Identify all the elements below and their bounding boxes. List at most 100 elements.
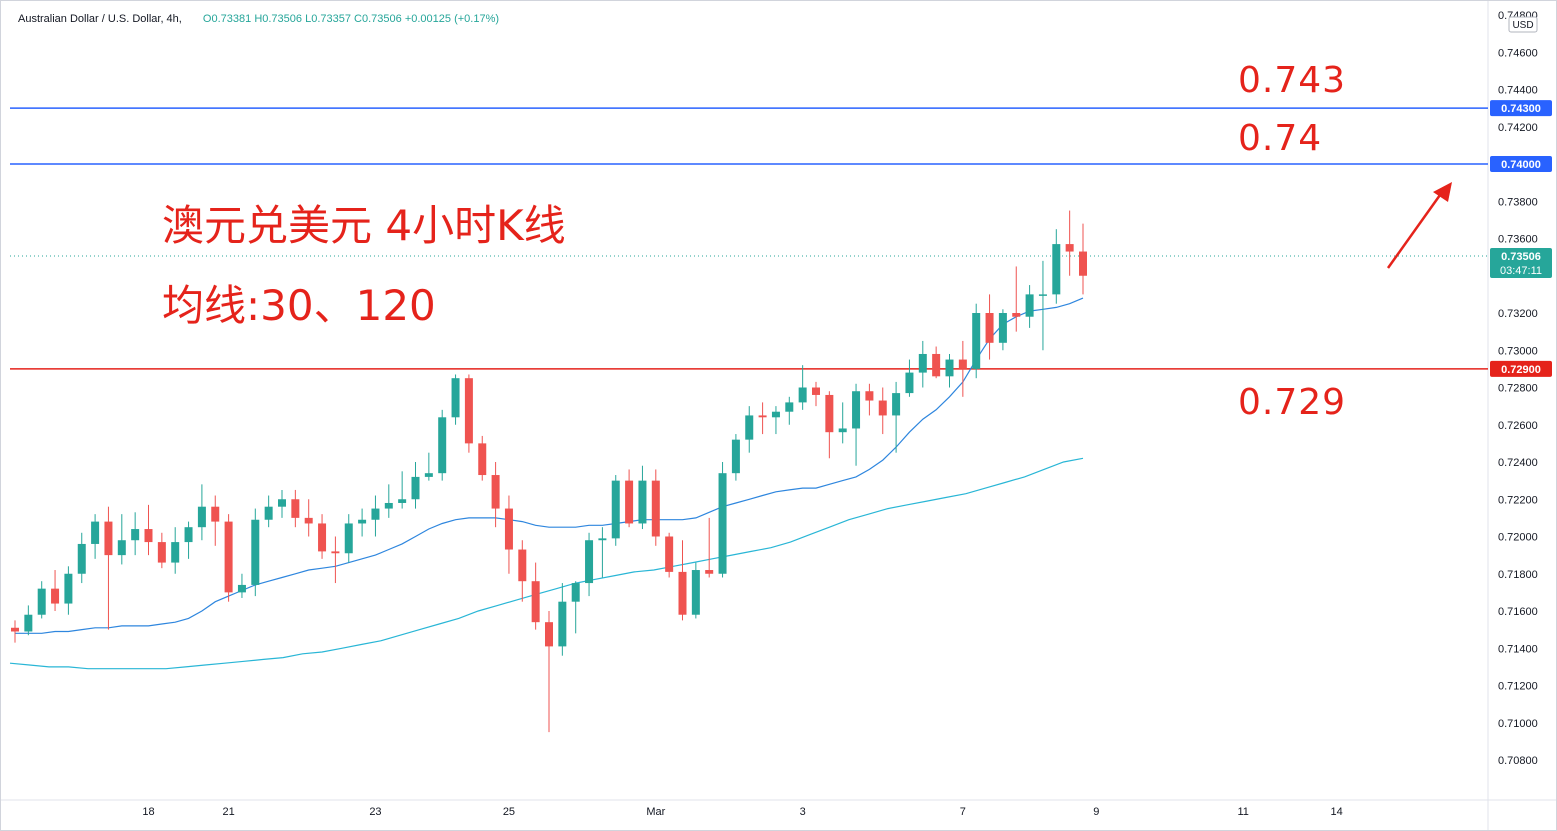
candle-body xyxy=(144,529,153,543)
candle xyxy=(117,514,126,565)
candle xyxy=(745,406,754,453)
candle xyxy=(424,452,433,481)
candle xyxy=(545,611,553,733)
time-tick-label: Mar xyxy=(646,806,665,818)
candle xyxy=(771,406,780,435)
price-tick-label: 0.73000 xyxy=(1498,345,1538,357)
candle xyxy=(1065,210,1074,276)
candle xyxy=(625,469,634,528)
candle xyxy=(77,532,86,584)
candle-body xyxy=(24,614,33,632)
candle xyxy=(504,495,513,574)
price-tick-label: 0.73600 xyxy=(1498,234,1538,246)
candle xyxy=(197,484,206,541)
candle-body xyxy=(384,502,393,509)
candle-body xyxy=(104,521,113,556)
candle xyxy=(665,532,674,578)
candle xyxy=(318,514,327,559)
candle-body xyxy=(812,387,820,395)
candle xyxy=(144,504,153,556)
price-tick-label: 0.74400 xyxy=(1498,85,1538,97)
candle xyxy=(411,462,420,509)
chart-legend: Australian Dollar / U.S. Dollar, 4h, O0.… xyxy=(18,13,499,25)
price-tick-label: 0.72400 xyxy=(1498,457,1538,469)
candle xyxy=(464,374,473,453)
candle xyxy=(1025,285,1034,328)
candle xyxy=(611,475,620,546)
candle-body xyxy=(651,480,660,537)
currency-box xyxy=(1508,16,1538,33)
time-tick-label: 7 xyxy=(960,806,966,818)
candle-body xyxy=(478,443,487,476)
candle-body xyxy=(1065,244,1074,252)
candle xyxy=(731,434,740,481)
time-tick-label: 21 xyxy=(222,806,234,818)
candle xyxy=(892,381,901,453)
candle xyxy=(264,495,273,528)
candle-body xyxy=(638,480,647,524)
candle xyxy=(304,499,313,537)
price-tick-label: 0.71200 xyxy=(1498,681,1538,693)
candle xyxy=(184,521,193,559)
candle xyxy=(985,294,994,360)
candle-body xyxy=(585,540,594,584)
candle xyxy=(691,562,700,619)
hline-label-bg-1 xyxy=(1490,156,1552,172)
candle xyxy=(518,540,527,602)
candle-body xyxy=(571,583,580,602)
candle-body xyxy=(825,394,834,433)
trend-arrow-icon xyxy=(1386,182,1452,269)
ohlc-close: C0.73506 xyxy=(354,13,402,25)
candle xyxy=(478,435,487,481)
time-tick-label: 23 xyxy=(369,806,381,818)
candle xyxy=(598,527,607,578)
ohlc-high: H0.73506 xyxy=(254,13,303,25)
candle xyxy=(678,540,687,621)
candle xyxy=(918,340,927,388)
candle-body xyxy=(491,475,500,509)
candle xyxy=(1012,266,1021,332)
candle xyxy=(51,570,60,611)
candle xyxy=(825,391,834,459)
time-tick-label: 25 xyxy=(503,806,515,818)
candle-body xyxy=(758,415,767,418)
candle-body xyxy=(184,527,193,543)
candle-body xyxy=(64,573,73,604)
candle-body xyxy=(798,387,807,403)
candle-body xyxy=(398,499,407,503)
annotation-level-074: 0.74 xyxy=(1238,118,1323,159)
candle xyxy=(531,562,540,630)
time-axis[interactable]: 18 21 23 25 Mar 3 7 9 11 14 xyxy=(142,806,1342,818)
candle xyxy=(398,471,407,509)
annotation-level-0729: 0.729 xyxy=(1238,382,1347,423)
candle-body xyxy=(11,627,19,632)
candle xyxy=(24,605,33,636)
candle-body xyxy=(985,313,994,343)
candle xyxy=(11,620,19,643)
price-tick-label: 0.72000 xyxy=(1498,532,1538,544)
candle-body xyxy=(945,359,954,377)
candle xyxy=(157,532,166,569)
candle xyxy=(571,581,580,634)
candle-body xyxy=(718,473,727,574)
candle xyxy=(251,508,260,597)
candle xyxy=(852,383,861,466)
price-tick-label: 0.72600 xyxy=(1498,420,1538,432)
hline-label-0: 0.74300 xyxy=(1501,103,1541,115)
candle-body xyxy=(972,313,981,369)
candle-body xyxy=(705,570,714,574)
candle xyxy=(758,402,767,435)
annotation-level-0743: 0.743 xyxy=(1238,60,1347,101)
candle-body xyxy=(51,588,60,604)
candle-body xyxy=(691,570,700,615)
candle-body xyxy=(905,372,914,394)
candle xyxy=(878,387,887,435)
candle xyxy=(104,506,113,630)
price-axis[interactable]: 0.743000.740000.729000.748000.746000.744… xyxy=(1490,10,1552,767)
candle-body xyxy=(424,473,433,477)
candle-body xyxy=(838,428,847,433)
ohlc-low: L0.73357 xyxy=(305,13,351,25)
candle xyxy=(785,396,794,425)
ohlc-change: +0.00125 (+0.17%) xyxy=(404,13,500,25)
